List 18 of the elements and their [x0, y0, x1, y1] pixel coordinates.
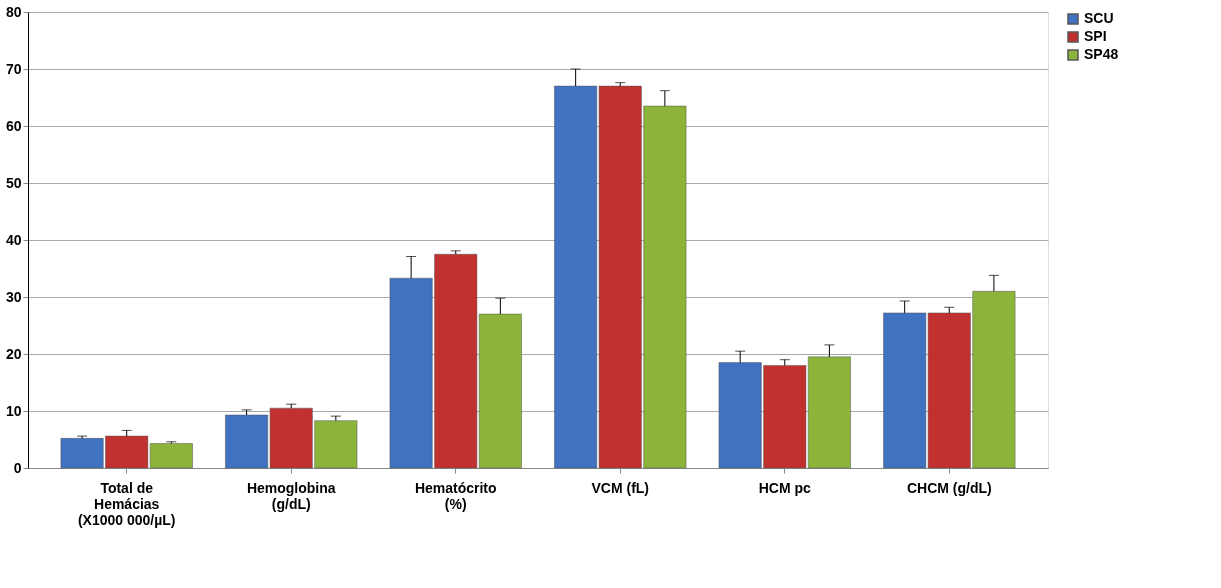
- y-tick-label: 30: [5, 288, 22, 305]
- x-tick-label: HCM pc: [758, 479, 812, 496]
- x-tick-label: VCM (fL): [591, 479, 650, 496]
- legend-label: SPI: [1084, 28, 1107, 44]
- y-tick-label: 60: [5, 117, 22, 134]
- y-tick-label: 80: [5, 3, 22, 20]
- legend-label: SCU: [1084, 10, 1114, 26]
- x-tick-label: Hematócrito (%): [414, 479, 497, 512]
- x-tick-label: CHCM (g/dL): [906, 479, 992, 496]
- legend-label: SP48: [1084, 46, 1119, 62]
- x-tick-label: Total de Hemácias (X1000 000/µL): [77, 479, 176, 528]
- y-tick-label: 0: [13, 459, 22, 476]
- y-tick-label: 20: [5, 345, 22, 362]
- y-tick-label: 70: [5, 60, 22, 77]
- y-tick-label: 40: [5, 231, 22, 248]
- y-tick-label: 50: [5, 174, 22, 191]
- x-tick-label: Hemoglobina (g/dL): [246, 479, 336, 512]
- y-tick-label: 10: [5, 402, 22, 419]
